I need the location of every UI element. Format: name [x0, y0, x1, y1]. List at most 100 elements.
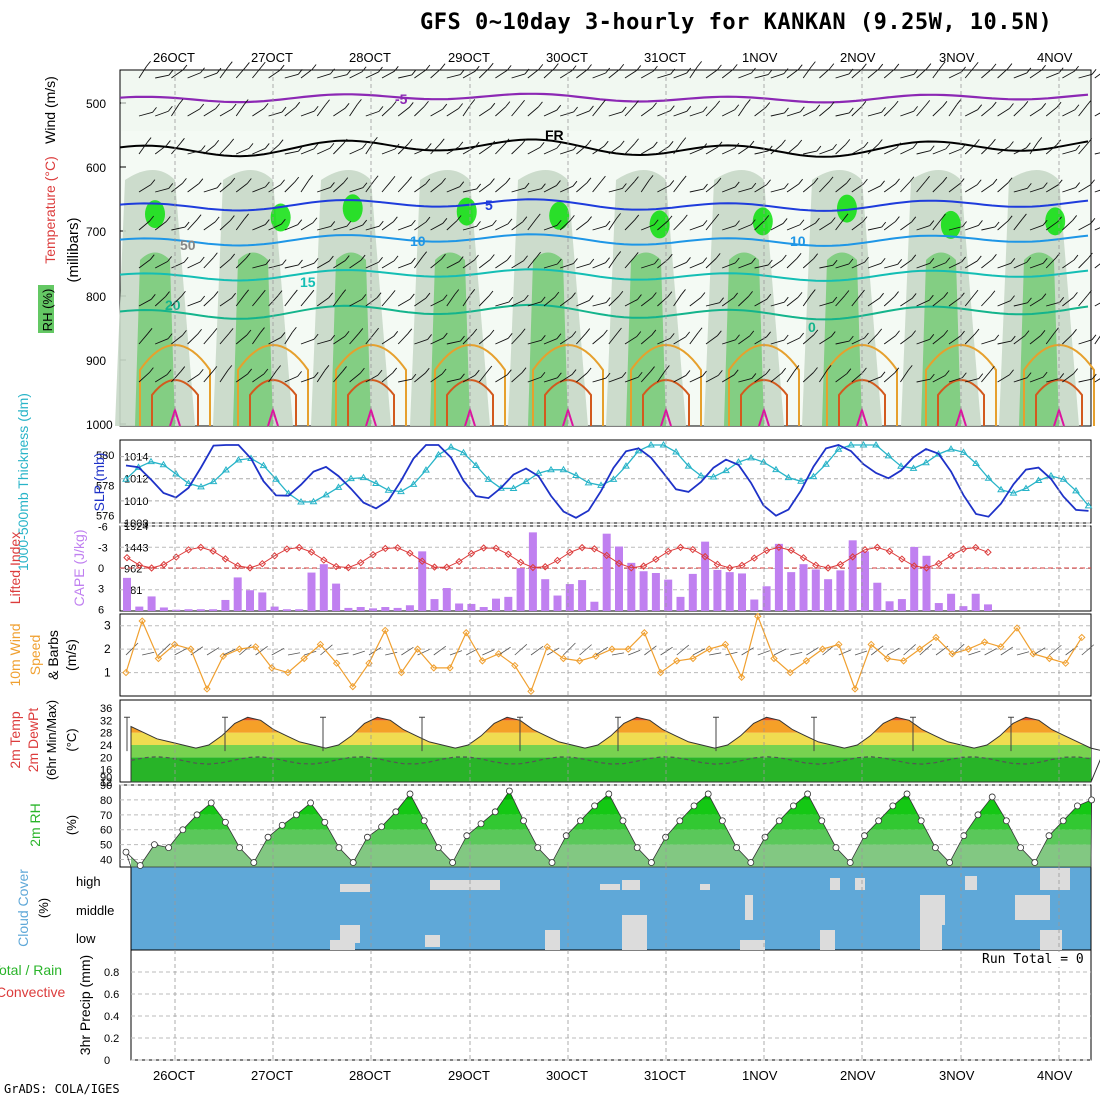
legend-rh-swatch — [38, 285, 54, 333]
wind-barb — [252, 332, 261, 345]
wind-barb — [802, 258, 814, 269]
wind-barb-flag — [424, 100, 429, 107]
wind-barb-flag — [167, 333, 173, 339]
wind-barb-flag — [1026, 142, 1031, 149]
wind-barb — [981, 68, 993, 79]
wind-barb — [446, 220, 458, 231]
wind10m-barb — [206, 647, 220, 656]
rh-marker — [477, 820, 485, 828]
wind-barb-flag — [881, 221, 887, 228]
wind-barb — [365, 374, 379, 383]
wind-barb — [738, 187, 752, 193]
wind-barb-flag — [733, 369, 739, 376]
wind10m-frame — [119, 613, 1092, 697]
wind-barb — [300, 262, 315, 269]
wind-barb — [154, 261, 168, 269]
cloud-patch — [830, 878, 840, 890]
wind-tick: 2 — [104, 642, 111, 656]
wind-barb — [1029, 334, 1042, 345]
rh-marker — [889, 802, 897, 810]
wind-barb-flag — [1087, 289, 1092, 296]
cloud-patch — [622, 915, 647, 950]
li-marker — [725, 564, 734, 572]
thickness-line — [125, 444, 1089, 507]
cape-bar — [750, 599, 759, 611]
cape-bar — [811, 569, 820, 611]
wind-barb — [203, 72, 218, 79]
wind-barb — [155, 338, 169, 345]
wind-barb — [964, 294, 975, 307]
wind-barb — [721, 109, 735, 117]
wind-barb-flag — [881, 107, 886, 113]
wind10m-barb — [1000, 646, 1014, 656]
wind-barb-flag — [264, 219, 270, 225]
wind-barb-flag — [390, 290, 396, 296]
wind-barb-flag — [393, 66, 399, 72]
wind-barb-flag — [589, 258, 595, 265]
wind-barb — [786, 144, 799, 155]
wind-barb-flag — [231, 292, 236, 299]
wind-barb-flag — [588, 295, 594, 301]
wind-barb — [981, 370, 991, 383]
li-marker — [344, 563, 353, 572]
wind-barb-flag — [1073, 254, 1079, 261]
rh-marker — [577, 817, 584, 825]
wind-barb-flag — [1026, 372, 1032, 378]
x-tick-bottom: 29OCT — [448, 1068, 490, 1080]
wind-barb-flag — [943, 329, 949, 336]
wind-barb — [381, 221, 394, 231]
wind-barb-flag — [961, 66, 966, 73]
level-label: 500 — [86, 97, 106, 111]
wind-barb-flag — [734, 257, 740, 264]
li-marker — [676, 543, 685, 552]
rh-marker — [207, 799, 215, 807]
rh-marker — [434, 844, 442, 852]
wind-barb — [657, 220, 669, 231]
wind-barb — [235, 67, 246, 79]
wind10m-barb — [854, 650, 868, 656]
temp-contour-5 — [119, 198, 1089, 212]
wind-barb-flag — [540, 371, 546, 378]
wind-barb-flag — [586, 367, 592, 374]
wind-barb — [495, 143, 506, 155]
wind-barb-flag — [246, 178, 252, 184]
wind10m-barb — [644, 645, 657, 656]
wind-barb-flag — [897, 259, 903, 265]
wind-barb — [1062, 187, 1076, 193]
x-tick-top: 31OCT — [644, 50, 686, 65]
wind-barb-flag — [540, 296, 546, 303]
wind-barb — [349, 147, 363, 155]
wind-barb-flag — [378, 106, 384, 112]
rh-marker — [1074, 802, 1081, 810]
wind-barb — [1094, 152, 1100, 155]
wind-barb-flag — [1027, 297, 1032, 304]
rh2m-unit: (%) — [64, 815, 79, 835]
cape-bar — [959, 606, 968, 611]
wind-barb-flag — [297, 371, 302, 377]
cape-bar — [258, 592, 267, 611]
wind-barb — [721, 374, 735, 383]
rh-marker — [193, 811, 201, 819]
wind-barb-flag — [1010, 258, 1016, 264]
wind-barb-flag — [586, 139, 592, 146]
wind-barb — [835, 73, 850, 79]
thickness-tick: 576 — [96, 510, 114, 522]
wind-barb — [1094, 378, 1100, 383]
cape-bar — [209, 609, 218, 611]
wind-barb-flag — [767, 69, 773, 75]
wind-barb — [819, 370, 828, 383]
wind-barb-flag — [199, 103, 205, 110]
wind-barb-flag — [182, 330, 187, 336]
wind-barb — [964, 260, 978, 269]
wind-barb — [268, 144, 280, 155]
wind-barb — [900, 221, 913, 231]
wind-barb-flag — [392, 367, 398, 374]
wind-barb — [1062, 333, 1073, 345]
wind-barb — [381, 106, 393, 117]
wind-barb-flag — [1090, 179, 1095, 186]
rh-tick: 70 — [100, 810, 112, 822]
wind-barb — [802, 222, 816, 231]
wind-barb — [754, 264, 769, 269]
wind-barb — [333, 74, 348, 79]
wind-barb-flag — [200, 145, 206, 151]
